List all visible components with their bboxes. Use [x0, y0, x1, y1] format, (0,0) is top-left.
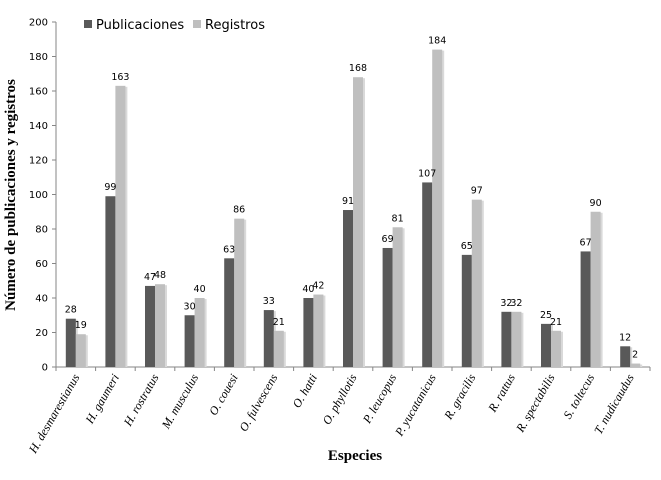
bar-publicaciones	[105, 196, 116, 367]
bar-registros	[155, 284, 165, 367]
legend: Publicaciones Registros	[84, 18, 265, 33]
data-label: 40	[194, 284, 206, 295]
bar-registros	[590, 211, 601, 367]
bar-publicaciones	[145, 285, 155, 367]
data-label: 42	[312, 281, 324, 292]
y-tick-label: 120	[29, 156, 48, 167]
bar-publicaciones	[303, 298, 314, 367]
category-label: R. gracilis	[441, 371, 479, 422]
category-label: R. rattus	[485, 371, 518, 415]
y-tick-label: 40	[35, 294, 48, 305]
y-tick-label: 140	[29, 121, 48, 132]
bar-publicaciones	[580, 251, 591, 367]
category-label: T. nudicaudus	[591, 371, 637, 436]
data-label: 48	[154, 270, 166, 281]
data-label: 107	[418, 168, 436, 179]
category-label: M. musculus	[158, 371, 201, 432]
category-label: H. rostratus	[120, 371, 162, 429]
data-label: 86	[233, 205, 245, 216]
bar-registros	[551, 330, 561, 367]
y-axis-title: Número de publicaciones y registros	[3, 79, 19, 311]
data-label: 33	[263, 296, 275, 307]
data-label: 91	[342, 196, 354, 207]
category-label: S. toltecus	[560, 371, 597, 421]
legend-label: Publicaciones	[96, 18, 184, 33]
y-tick-label: 200	[29, 18, 48, 29]
bar-registros	[75, 334, 86, 367]
bar-publicaciones	[65, 318, 76, 367]
category-label: O. phyllotis	[319, 371, 359, 427]
legend-label: Registros	[205, 18, 265, 33]
bar-publicaciones	[343, 210, 353, 367]
data-label: 97	[471, 186, 483, 197]
data-label: 30	[184, 301, 196, 312]
data-label: 163	[111, 72, 129, 83]
bar-publicaciones	[461, 254, 472, 367]
data-label: 99	[104, 182, 116, 193]
category-label: O. couesi	[206, 372, 241, 418]
data-label: 21	[550, 317, 562, 328]
bar-registros	[511, 311, 522, 367]
category-label: O. fulvescens	[236, 371, 280, 434]
bar-registros	[313, 294, 324, 367]
bar-publicaciones	[541, 323, 551, 367]
data-label: 28	[65, 305, 77, 316]
data-label: 81	[392, 213, 404, 224]
x-axis-title: Especies	[328, 448, 382, 464]
y-tick-label: 0	[42, 363, 48, 374]
data-label: 63	[223, 244, 235, 255]
bar-registros	[234, 218, 245, 367]
bar-publicaciones	[224, 258, 235, 367]
category-label: H. desmarestianus	[25, 371, 82, 456]
bar-registros	[273, 330, 284, 367]
y-axis: 0 20 40 60 80 100 120 140 160 180 200	[29, 18, 57, 374]
legend-swatch	[84, 20, 92, 28]
category-label: R. spectabilis	[513, 371, 558, 435]
data-label: 47	[144, 272, 156, 283]
category-label: P. yucatanicus	[392, 371, 439, 439]
data-labels: 2819991634748304063863321404291168698110…	[65, 36, 638, 361]
bar-registros	[432, 49, 443, 367]
data-label: 21	[273, 317, 285, 328]
legend-swatch	[193, 20, 201, 28]
bar-publicaciones	[382, 247, 393, 367]
y-tick-label: 160	[29, 87, 48, 98]
bar-registros	[353, 77, 363, 367]
bar-publicaciones	[501, 311, 512, 367]
bar-registros	[115, 85, 126, 367]
category-label: O. hatti	[290, 372, 320, 411]
bar-registros	[471, 199, 482, 367]
bar-publicaciones	[620, 346, 631, 367]
data-label: 19	[75, 320, 87, 331]
data-label: 25	[540, 310, 552, 321]
y-tick-label: 80	[35, 225, 48, 236]
bar-publicaciones	[263, 310, 274, 367]
data-label: 67	[580, 237, 592, 248]
bar-publicaciones	[422, 182, 433, 367]
bar-registros	[194, 298, 205, 367]
data-label: 12	[619, 332, 631, 343]
bars	[65, 49, 643, 367]
data-label: 90	[590, 198, 602, 209]
data-label: 2	[632, 350, 638, 361]
data-label: 168	[349, 63, 367, 74]
y-tick-label: 60	[35, 259, 48, 270]
data-label: 40	[302, 284, 314, 295]
data-label: 184	[428, 36, 446, 47]
bar-publicaciones	[184, 315, 195, 367]
y-tick-label: 20	[35, 328, 48, 339]
category-label: P. leucopus	[359, 371, 399, 426]
data-label: 69	[382, 234, 394, 245]
data-label: 32	[500, 298, 512, 309]
category-label: H. gaumeri	[82, 372, 122, 427]
data-label: 65	[461, 241, 473, 252]
bar-registros	[630, 363, 641, 367]
bar-registros	[392, 227, 403, 367]
data-label: 32	[510, 298, 522, 309]
y-tick-label: 180	[29, 52, 48, 63]
y-tick-label: 100	[29, 190, 48, 201]
